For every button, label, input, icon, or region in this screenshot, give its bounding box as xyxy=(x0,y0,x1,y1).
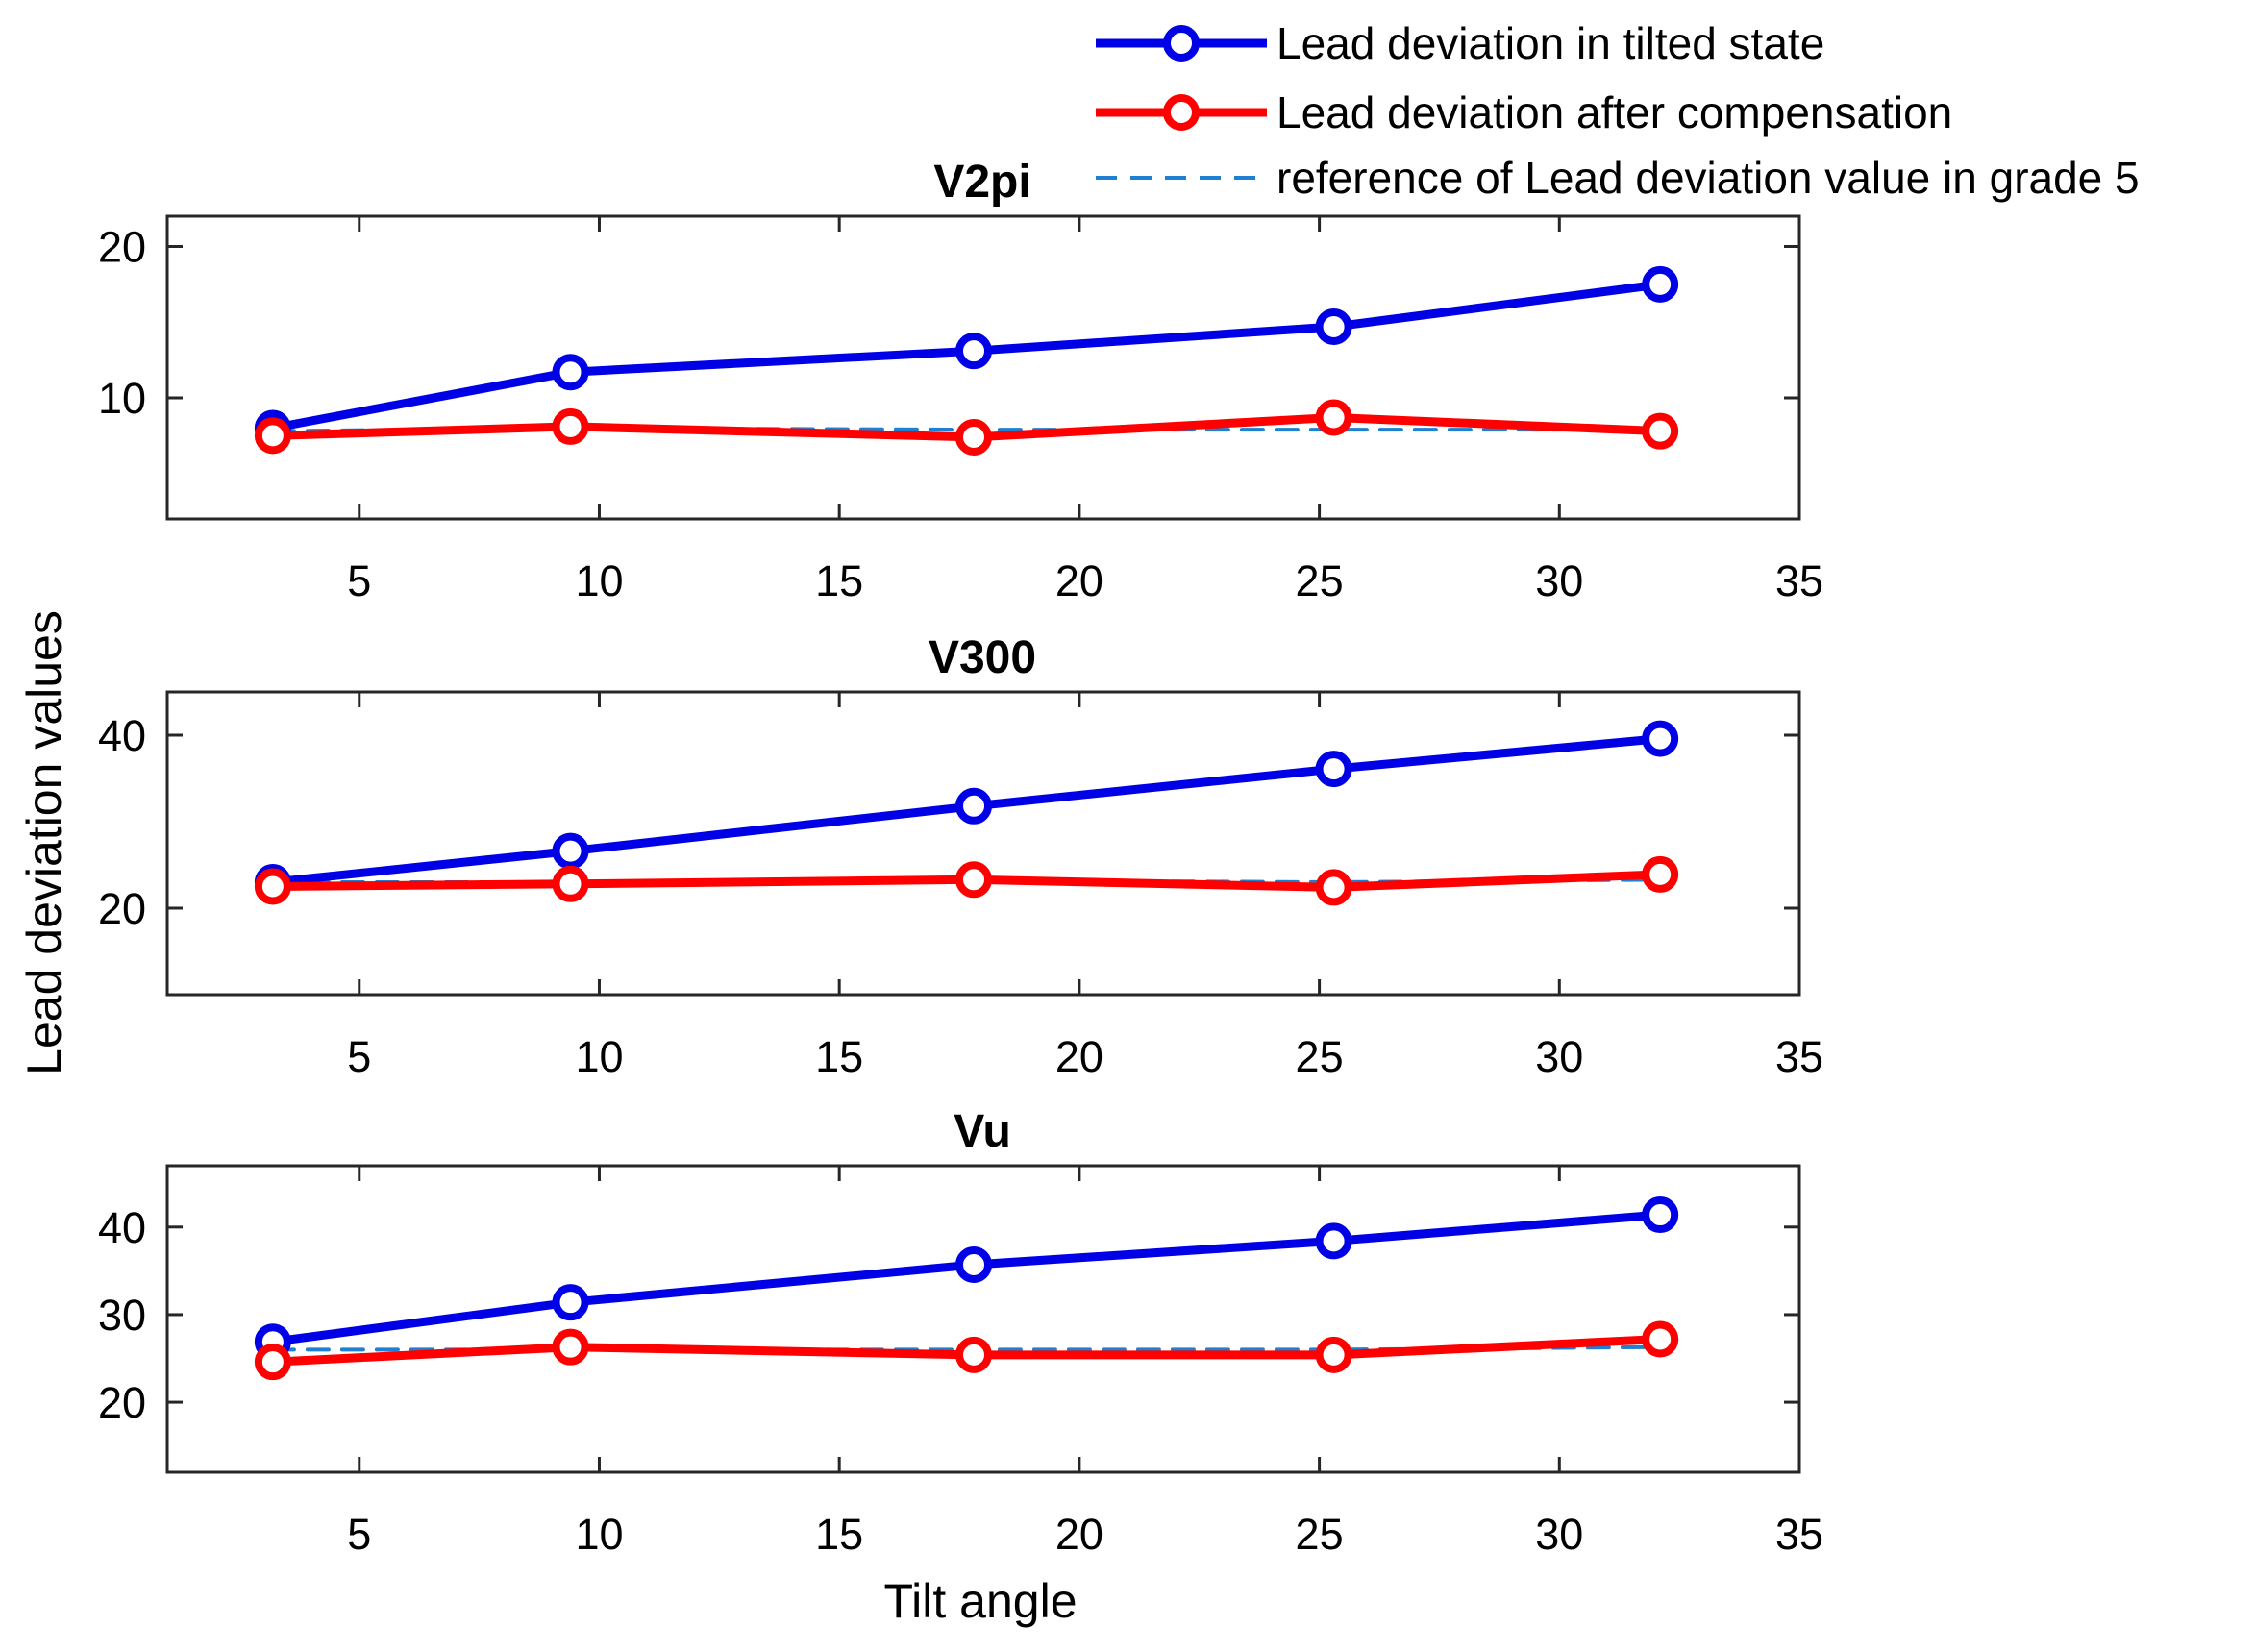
x-tick-label: 15 xyxy=(815,556,863,605)
series-point-1 xyxy=(254,417,291,455)
x-tick-label: 10 xyxy=(575,1032,623,1081)
series-point-1 xyxy=(552,865,589,902)
x-tick-label: 30 xyxy=(1535,1510,1583,1559)
series-point-1 xyxy=(254,868,291,905)
series-point-0 xyxy=(1642,1196,1679,1234)
legend-marker-1 xyxy=(1163,94,1200,131)
y-tick-label: 20 xyxy=(98,1378,146,1427)
series-point-1 xyxy=(1315,399,1352,436)
x-tick-label: 30 xyxy=(1535,556,1583,605)
series-point-0 xyxy=(1315,1222,1352,1260)
series-point-0 xyxy=(1315,751,1352,788)
y-tick-label: 30 xyxy=(98,1291,146,1340)
y-tick-label: 40 xyxy=(98,711,146,760)
x-tick-label: 25 xyxy=(1296,1032,1344,1081)
series-point-0 xyxy=(552,354,589,391)
legend: Lead deviation in tilted state Lead devia… xyxy=(1096,18,2140,203)
series-point-1 xyxy=(552,407,589,445)
x-tick-label: 25 xyxy=(1296,1510,1344,1559)
panel-v300: 5 10 15 20 25 30 35 20 40 V300 xyxy=(98,632,1823,1081)
series-point-0 xyxy=(1642,265,1679,303)
legend-label-2: reference of Lead deviation value in gra… xyxy=(1276,153,2140,203)
series-point-0 xyxy=(552,832,589,870)
series-point-1 xyxy=(955,1336,993,1373)
series-point-0 xyxy=(955,1245,993,1283)
series-point-1 xyxy=(254,1344,291,1381)
series-point-0 xyxy=(552,1284,589,1321)
x-tick-label: 5 xyxy=(347,556,371,605)
series-point-1 xyxy=(955,861,993,899)
series-point-1 xyxy=(1642,412,1679,450)
x-tick-label: 15 xyxy=(815,1032,863,1081)
y-tick-label: 20 xyxy=(98,884,146,933)
x-tick-label: 25 xyxy=(1296,556,1344,605)
x-tick-label: 20 xyxy=(1055,1032,1103,1081)
x-tick-label: 10 xyxy=(575,556,623,605)
series-point-1 xyxy=(552,1328,589,1366)
y-tick-label: 40 xyxy=(98,1203,146,1252)
x-tick-label: 20 xyxy=(1055,1510,1103,1559)
series-point-1 xyxy=(955,418,993,456)
axes-box xyxy=(165,1164,1801,1474)
x-axis-label: Tilt angle xyxy=(883,1574,1077,1628)
series-point-0 xyxy=(955,333,993,370)
legend-marker-0 xyxy=(1163,25,1200,62)
panel-vu: 5 10 15 20 25 30 35 20 30 40 Vu xyxy=(98,1106,1823,1559)
series-point-1 xyxy=(1315,1336,1352,1373)
series-point-0 xyxy=(1642,720,1679,757)
axes-box xyxy=(165,690,1801,997)
legend-label-0: Lead deviation in tilted state xyxy=(1276,18,1824,68)
x-tick-label: 5 xyxy=(347,1032,371,1081)
panel-title: V2pi xyxy=(933,157,1030,208)
series-point-1 xyxy=(1642,1320,1679,1358)
x-tick-label: 20 xyxy=(1055,556,1103,605)
y-tick-label: 10 xyxy=(98,374,146,423)
legend-label-1: Lead deviation after compensation xyxy=(1276,87,1952,137)
x-tick-label: 15 xyxy=(815,1510,863,1559)
x-tick-label: 35 xyxy=(1775,1510,1823,1559)
panel-title: Vu xyxy=(954,1106,1011,1157)
y-tick-label: 20 xyxy=(98,223,146,272)
panel-title: V300 xyxy=(929,632,1036,683)
x-tick-label: 35 xyxy=(1775,556,1823,605)
series-point-0 xyxy=(955,787,993,825)
x-tick-label: 35 xyxy=(1775,1032,1823,1081)
panel-v2pi: 5 10 15 20 25 30 35 10 20 V2pi xyxy=(98,157,1823,605)
series-point-0 xyxy=(1315,308,1352,345)
series-point-1 xyxy=(1642,855,1679,893)
y-axis-label: Lead deviation values xyxy=(17,610,71,1075)
panels: 5 10 15 20 25 30 35 10 20 V2pi 5 10 15 20 25 30 35 20 40 V3… xyxy=(98,157,1823,1559)
x-tick-label: 30 xyxy=(1535,1032,1583,1081)
x-tick-label: 5 xyxy=(347,1510,371,1559)
x-tick-label: 10 xyxy=(575,1510,623,1559)
axes-box xyxy=(165,214,1801,521)
series-point-1 xyxy=(1315,869,1352,906)
